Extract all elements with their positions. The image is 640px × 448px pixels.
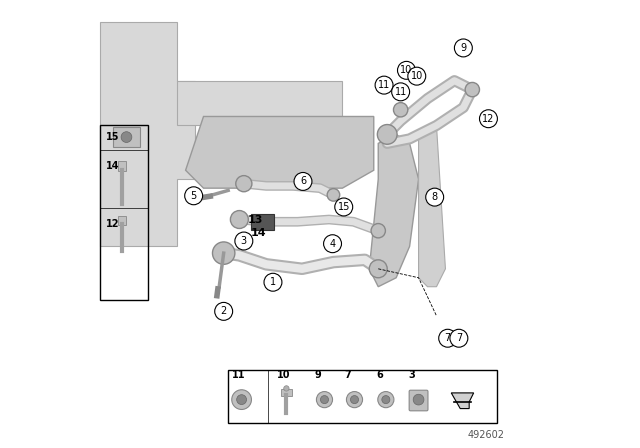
Circle shape <box>382 396 390 404</box>
Text: 10: 10 <box>401 65 413 75</box>
Text: 9: 9 <box>315 370 321 380</box>
FancyBboxPatch shape <box>251 214 275 230</box>
Text: 7: 7 <box>344 370 351 380</box>
Text: 2: 2 <box>221 306 227 316</box>
Circle shape <box>397 61 415 79</box>
Circle shape <box>479 110 497 128</box>
Circle shape <box>408 67 426 85</box>
Text: 3: 3 <box>241 236 247 246</box>
Circle shape <box>335 198 353 216</box>
Text: 6: 6 <box>376 370 383 380</box>
FancyBboxPatch shape <box>118 161 125 171</box>
Circle shape <box>346 392 362 408</box>
Circle shape <box>215 302 233 320</box>
Circle shape <box>369 260 387 278</box>
Circle shape <box>284 386 289 391</box>
Circle shape <box>465 82 479 97</box>
Text: 12: 12 <box>106 219 119 229</box>
Circle shape <box>294 172 312 190</box>
Text: 12: 12 <box>483 114 495 124</box>
Circle shape <box>394 103 408 117</box>
Text: 7: 7 <box>445 333 451 343</box>
Circle shape <box>236 176 252 192</box>
Circle shape <box>237 395 246 405</box>
Polygon shape <box>369 134 419 287</box>
Text: 14: 14 <box>106 161 119 171</box>
Circle shape <box>378 125 397 144</box>
Polygon shape <box>419 125 445 287</box>
FancyBboxPatch shape <box>281 389 292 396</box>
Circle shape <box>426 188 444 206</box>
Circle shape <box>327 189 340 201</box>
Text: 15: 15 <box>337 202 350 212</box>
Bar <box>100 125 148 300</box>
Text: 1: 1 <box>270 277 276 287</box>
Circle shape <box>185 187 203 205</box>
Polygon shape <box>186 116 374 188</box>
Text: 13: 13 <box>248 215 263 225</box>
Text: 14: 14 <box>251 228 266 238</box>
Circle shape <box>324 235 342 253</box>
Circle shape <box>212 242 235 264</box>
Circle shape <box>232 390 252 409</box>
Circle shape <box>235 232 253 250</box>
Text: 3: 3 <box>409 370 415 380</box>
Text: 8: 8 <box>431 192 438 202</box>
Text: 4: 4 <box>330 239 335 249</box>
Circle shape <box>450 329 468 347</box>
Circle shape <box>378 392 394 408</box>
Bar <box>228 370 497 423</box>
Text: 11: 11 <box>394 87 407 97</box>
Text: 6: 6 <box>300 177 306 186</box>
Polygon shape <box>100 22 195 246</box>
Text: 11: 11 <box>378 80 390 90</box>
FancyBboxPatch shape <box>409 390 428 411</box>
Circle shape <box>316 392 333 408</box>
FancyBboxPatch shape <box>118 216 125 225</box>
Circle shape <box>454 39 472 57</box>
Circle shape <box>439 329 457 347</box>
Circle shape <box>375 76 393 94</box>
Circle shape <box>413 394 424 405</box>
Circle shape <box>351 396 358 404</box>
Text: 11: 11 <box>232 370 245 380</box>
FancyBboxPatch shape <box>113 127 140 147</box>
Text: 10: 10 <box>276 370 290 380</box>
Circle shape <box>121 132 132 142</box>
Text: 5: 5 <box>191 191 196 201</box>
Circle shape <box>321 396 328 404</box>
Circle shape <box>371 224 385 238</box>
Text: 9: 9 <box>460 43 467 53</box>
Circle shape <box>264 273 282 291</box>
Circle shape <box>392 83 410 101</box>
Polygon shape <box>451 393 474 409</box>
Text: 15: 15 <box>106 132 119 142</box>
Text: 7: 7 <box>456 333 462 343</box>
Text: 10: 10 <box>411 71 423 81</box>
Text: 492602: 492602 <box>467 430 504 439</box>
Polygon shape <box>177 81 342 125</box>
Circle shape <box>230 211 248 228</box>
